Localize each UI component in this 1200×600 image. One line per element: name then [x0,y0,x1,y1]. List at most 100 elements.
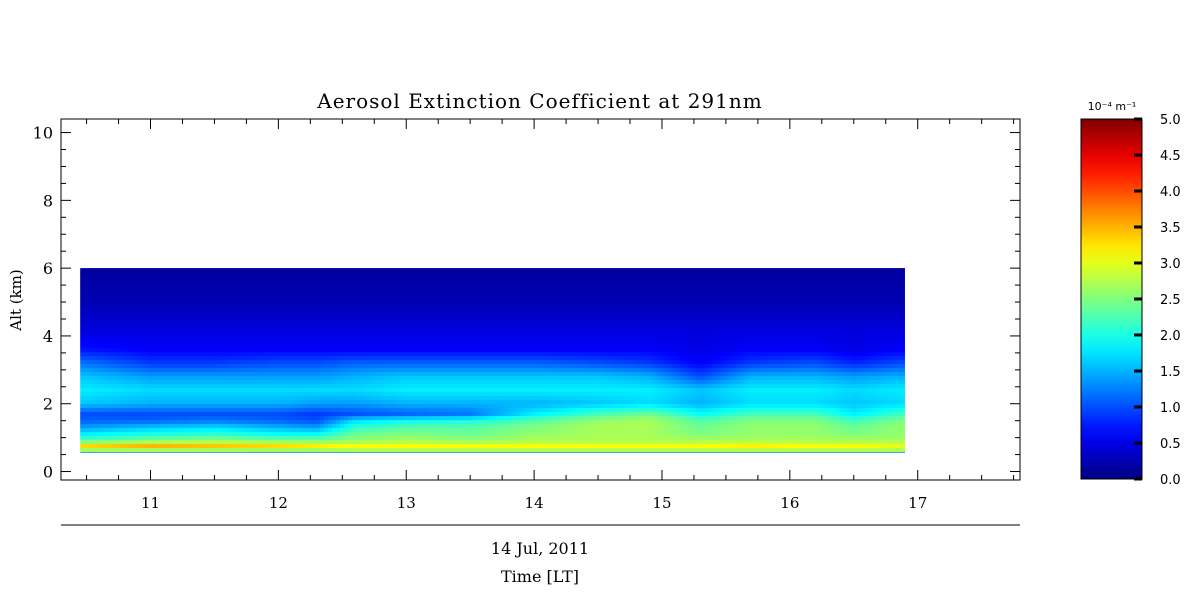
heatmap-cell [84,284,89,289]
heatmap-cell [432,324,437,329]
heatmap-cell [380,272,385,277]
heatmap-cell [116,360,121,365]
heatmap-cell [232,324,237,329]
heatmap-cell [808,288,813,293]
heatmap-cell [792,268,797,273]
heatmap-cell [252,316,257,321]
heatmap-cell [516,284,521,289]
heatmap-cell [600,304,605,309]
heatmap-cell [732,272,737,277]
heatmap-cell [136,312,141,317]
heatmap-cell [100,304,105,309]
heatmap-cell [268,304,273,309]
heatmap-cell [692,276,697,281]
heatmap-cell [660,356,665,361]
heatmap-cell [392,296,397,301]
heatmap-cell [732,312,737,317]
heatmap-cell [732,324,737,329]
heatmap-cell [560,280,565,285]
heatmap-cell [624,336,629,341]
heatmap-cell [500,288,505,293]
heatmap-cell [764,288,769,293]
heatmap-cell [904,296,905,301]
heatmap-cell [396,304,401,309]
heatmap-cell [320,268,325,273]
heatmap-cell [476,292,481,297]
heatmap-cell [452,360,457,365]
heatmap-cell [332,304,337,309]
heatmap-cell [176,272,181,277]
heatmap-cell [292,336,297,341]
heatmap-cell [156,340,161,345]
heatmap-cell [784,352,789,357]
heatmap-cell [532,300,537,305]
heatmap-cell [360,308,365,313]
heatmap-cell [668,292,673,297]
heatmap-cell [400,304,405,309]
heatmap-cell [436,336,441,341]
heatmap-cell [280,284,285,289]
heatmap-cell [316,344,321,349]
heatmap-cell [412,296,417,301]
heatmap-cell [248,280,253,285]
heatmap-cell [320,296,325,301]
heatmap-cell [612,352,617,357]
heatmap-cell [620,328,625,333]
heatmap-cell [608,296,613,301]
heatmap-cell [520,324,525,329]
heatmap-cell [512,276,517,281]
heatmap-cell [124,268,129,273]
heatmap-cell [728,324,733,329]
heatmap-cell [468,328,473,333]
heatmap-cell [136,364,141,369]
heatmap-cell [444,304,449,309]
heatmap-cell [92,332,97,337]
heatmap-cell [300,296,305,301]
heatmap-cell [608,284,613,289]
heatmap-cell [676,344,681,349]
heatmap-cell [112,352,117,357]
heatmap-cell [352,344,357,349]
heatmap-cell [776,288,781,293]
heatmap-cell [504,324,509,329]
heatmap-cell [724,332,729,337]
heatmap-cell [204,268,209,273]
heatmap-cell [148,352,153,357]
heatmap-cell [416,352,421,357]
heatmap-cell [796,328,801,333]
heatmap-cell [112,328,117,333]
heatmap-cell [104,288,109,293]
heatmap-cell [904,292,905,297]
heatmap-cell [444,320,449,325]
heatmap-cell [688,324,693,329]
heatmap-cell [796,312,801,317]
heatmap-cell [576,324,581,329]
heatmap-cell [780,360,785,365]
heatmap-cell [756,296,761,301]
heatmap-cell [752,308,757,313]
heatmap-cell [384,328,389,333]
heatmap-cell [384,340,389,345]
heatmap-cell [320,344,325,349]
heatmap-cell [488,328,493,333]
heatmap-cell [312,296,317,301]
heatmap-cell [176,296,181,301]
heatmap-cell [124,364,129,369]
heatmap-cell [460,296,465,301]
heatmap-cell [104,328,109,333]
heatmap-cell [264,288,269,293]
heatmap-cell [512,284,517,289]
heatmap-cell [108,296,113,301]
heatmap-cell [128,348,133,353]
heatmap-cell [768,292,773,297]
heatmap-cell [300,332,305,337]
heatmap-cell [656,328,661,333]
heatmap-cell [116,328,121,333]
heatmap-cell [800,360,805,365]
heatmap-cell [788,292,793,297]
heatmap-cell [712,284,717,289]
heatmap-cell [580,328,585,333]
heatmap-cell [764,340,769,345]
heatmap-cell [412,336,417,341]
heatmap-cell [144,348,149,353]
